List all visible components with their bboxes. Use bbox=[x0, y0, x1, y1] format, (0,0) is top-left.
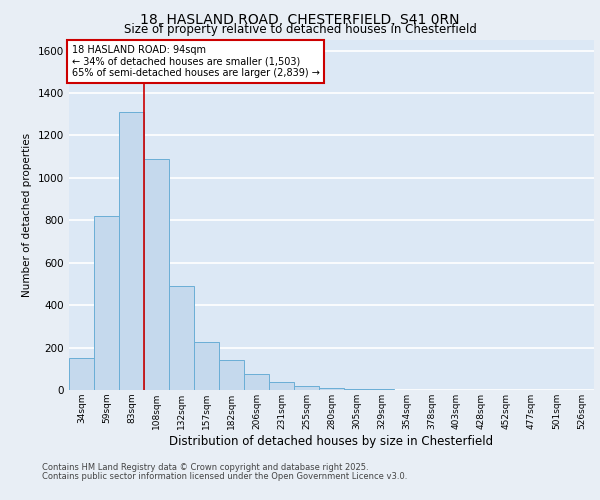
Bar bbox=[94, 216, 119, 390]
Bar bbox=[269, 382, 294, 390]
Bar bbox=[194, 342, 219, 390]
Bar bbox=[294, 386, 319, 390]
Y-axis label: Number of detached properties: Number of detached properties bbox=[22, 133, 32, 297]
X-axis label: Distribution of detached houses by size in Chesterfield: Distribution of detached houses by size … bbox=[169, 434, 494, 448]
Bar bbox=[244, 374, 269, 390]
Text: Size of property relative to detached houses in Chesterfield: Size of property relative to detached ho… bbox=[124, 22, 476, 36]
Bar bbox=[319, 388, 344, 390]
Text: Contains public sector information licensed under the Open Government Licence v3: Contains public sector information licen… bbox=[42, 472, 407, 481]
Bar bbox=[119, 112, 144, 390]
Text: 18 HASLAND ROAD: 94sqm
← 34% of detached houses are smaller (1,503)
65% of semi-: 18 HASLAND ROAD: 94sqm ← 34% of detached… bbox=[71, 46, 320, 78]
Bar bbox=[169, 286, 194, 390]
Bar bbox=[219, 360, 244, 390]
Text: 18, HASLAND ROAD, CHESTERFIELD, S41 0RN: 18, HASLAND ROAD, CHESTERFIELD, S41 0RN bbox=[140, 12, 460, 26]
Bar bbox=[69, 358, 94, 390]
Text: Contains HM Land Registry data © Crown copyright and database right 2025.: Contains HM Land Registry data © Crown c… bbox=[42, 464, 368, 472]
Bar bbox=[344, 389, 369, 390]
Bar bbox=[144, 159, 169, 390]
